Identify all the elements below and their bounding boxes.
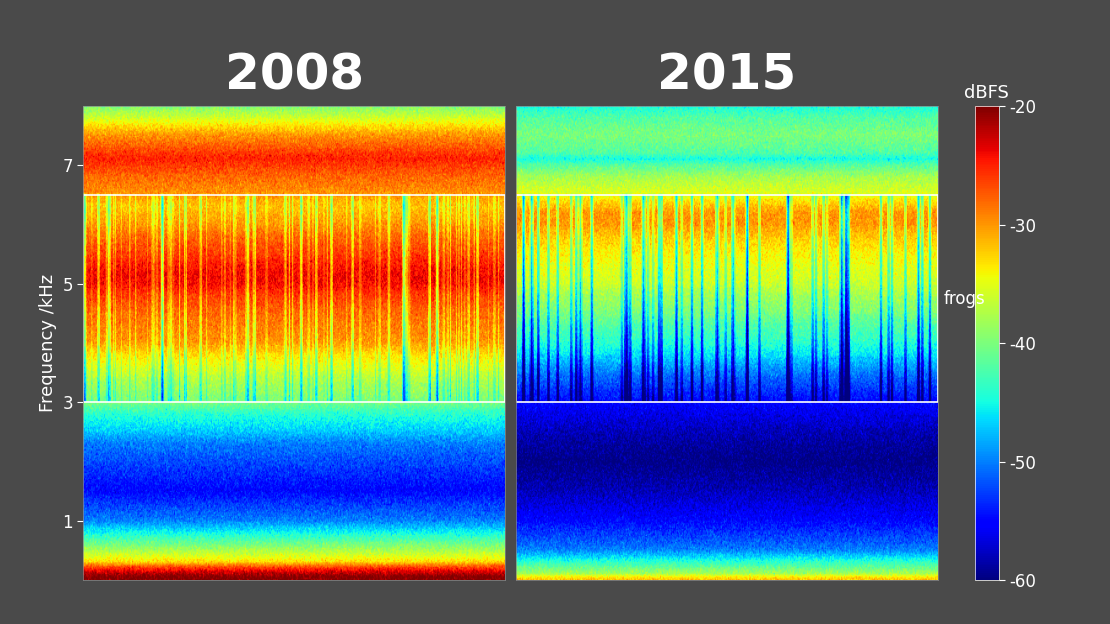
Title: 2015: 2015 <box>657 51 797 99</box>
Bar <box>83 195 505 402</box>
Title: dBFS: dBFS <box>965 84 1009 102</box>
Title: 2008: 2008 <box>224 51 364 99</box>
Bar <box>516 195 938 402</box>
Y-axis label: Frequency /kHz: Frequency /kHz <box>39 274 57 412</box>
Text: frogs: frogs <box>944 290 986 308</box>
